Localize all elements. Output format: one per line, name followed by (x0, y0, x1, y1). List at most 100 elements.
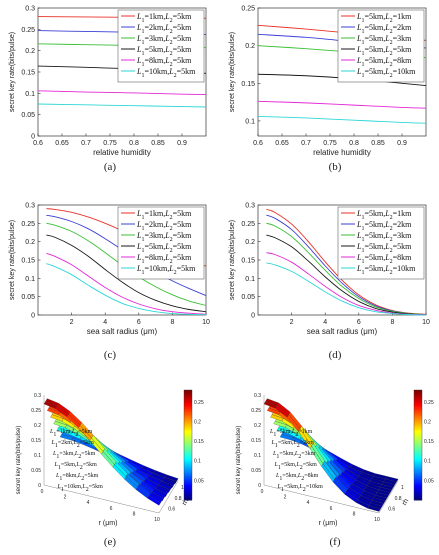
colorbar-cell (414, 498, 422, 501)
colorbar-tick-label: 0.25 (194, 400, 204, 406)
y-tick-label: 0.3 (245, 203, 255, 210)
colorbar-tick-label: 0.05 (424, 478, 434, 484)
x-tick-label: 0.9 (177, 140, 187, 147)
z-tick-label: 0.05 (31, 468, 41, 474)
x-axis-label: relative humidity (313, 148, 371, 157)
legend: L1=1km,L2=5kmL1=2km,L2=5kmL1=3km,L2=5kmL… (117, 9, 205, 83)
colorbar-cell (184, 413, 192, 417)
colorbar-cell (414, 479, 422, 483)
colorbar-cell (184, 496, 192, 499)
rh-axis-label: rh (401, 498, 410, 507)
legend-label: L1=5km,L2=1km (356, 209, 412, 221)
colorbar-cell (184, 494, 192, 497)
r-tick-label: 10 (154, 517, 160, 523)
colorbar-cell (184, 487, 192, 490)
x-axis-label: sea salt radius (μm) (307, 327, 378, 336)
x-tick-label: 10 (422, 319, 430, 326)
colorbar-cell (184, 397, 192, 400)
surface-label: L1=5km,L2=2km (271, 440, 315, 449)
colorbar-cell (414, 478, 422, 481)
x-tick-label: 8 (170, 319, 174, 326)
colorbar-cell (184, 456, 192, 459)
colorbar-cell (414, 443, 422, 446)
z-tick-label: 0.25 (31, 408, 41, 414)
chart-panel-c: 2 4 6 8 10 0 0.05 0.1 0.15 0.2 0.25 0.3 sea salt rad… (9, 203, 210, 337)
colorbar-tick-label: 0.05 (194, 478, 204, 484)
rh-axis-label: rh (181, 498, 190, 507)
legend-label: L1=5km,L2=8km (356, 56, 412, 68)
colorbar-cell (184, 490, 192, 494)
x-tick-label: 8 (390, 319, 394, 326)
colorbar-cell (184, 446, 192, 450)
surface-label: L1=5km,L2=5km (54, 462, 98, 471)
r-axis-label: r (μm) (99, 520, 118, 527)
r-tick-label: 6 (330, 506, 333, 512)
chart-panel-a: 0.6 0.65 0.7 0.75 0.8 0.85 0.9 0 0.05 0.1 0.15 0.2 0… (9, 6, 207, 157)
legend-box (337, 9, 425, 83)
colorbar-cell (414, 457, 422, 461)
legend-box (117, 206, 205, 280)
colorbar-cell (184, 498, 192, 501)
colorbar-cell (414, 445, 422, 448)
y-tick-label: 0.1 (25, 276, 35, 283)
colorbar-cell (414, 430, 422, 433)
colorbar-cell (184, 393, 192, 396)
colorbar-cell (414, 487, 422, 490)
colorbar-cell (184, 465, 192, 468)
z-tick-label: 0.25 (251, 408, 261, 414)
legend-label: L1=1km,L2=5km (136, 12, 192, 24)
colorbar-cell (184, 401, 192, 404)
z-axis-label: secret key rate(bits/pulse) (236, 426, 242, 495)
rh-tick-label: 0.6 (168, 507, 175, 513)
colorbar-cell (414, 470, 422, 473)
z-tick-label: 0.3 (254, 393, 261, 399)
x-tick-label: 2 (290, 319, 294, 326)
series-line-6 (37, 103, 207, 108)
x-tick-label: 0.8 (129, 140, 139, 147)
colorbar-cell (184, 467, 192, 470)
legend-label: L1=5km,L2=8km (356, 253, 412, 265)
x-tick-label: 0.7 (81, 140, 91, 147)
colorbar-cell (184, 391, 192, 395)
colorbar-cell (414, 432, 422, 435)
y-axis-label: secret key rate(bits/pulse) (9, 220, 16, 300)
z-tick-label: 0.2 (254, 423, 261, 429)
colorbar-frame (413, 389, 423, 501)
legend-label: L1=8km,L2=5km (136, 56, 192, 68)
y-tick-label: 0.05 (21, 294, 35, 301)
colorbar-cell (414, 437, 422, 440)
colorbar-cell (184, 478, 192, 481)
r-tick-label: 0 (41, 489, 44, 495)
colorbar-cell (414, 461, 422, 464)
colorbar-cell (414, 402, 422, 406)
surface-patch (368, 502, 383, 509)
y-tick-label: 0.1 (245, 118, 255, 125)
colorbar-cell (414, 404, 422, 407)
rh-tick-label: 0.8 (175, 496, 182, 502)
surface-patch (164, 474, 179, 482)
surface-patch (155, 485, 169, 495)
panel-caption: (d) (329, 349, 342, 361)
rh-tick-label: 1 (401, 485, 404, 491)
rh-tick-label: 0.6 (388, 507, 395, 513)
panel-caption: (a) (104, 161, 117, 173)
surface-patch (378, 486, 392, 493)
colorbar-cell (184, 421, 192, 424)
z-tick-label: 0.1 (254, 453, 261, 459)
x-tick-label: 0.6 (33, 140, 43, 147)
colorbar-cell (414, 459, 422, 462)
surface-patch (375, 492, 389, 499)
legend-label: L1=5km,L2=5km (356, 242, 412, 254)
colorbar-cell (184, 450, 192, 453)
colorbar-cell (414, 421, 422, 424)
colorbar-cell (184, 417, 192, 420)
x-axis-label: sea salt radius (μm) (87, 327, 158, 336)
colorbar-cell (414, 441, 422, 444)
x-tick-label: 0.75 (323, 140, 337, 147)
colorbar-cell (414, 481, 422, 484)
colorbar-cell (414, 423, 422, 426)
plot-frame (257, 7, 427, 137)
rh-axis (378, 480, 399, 514)
colorbar-cell (414, 483, 422, 486)
colorbar-cell (414, 472, 422, 475)
